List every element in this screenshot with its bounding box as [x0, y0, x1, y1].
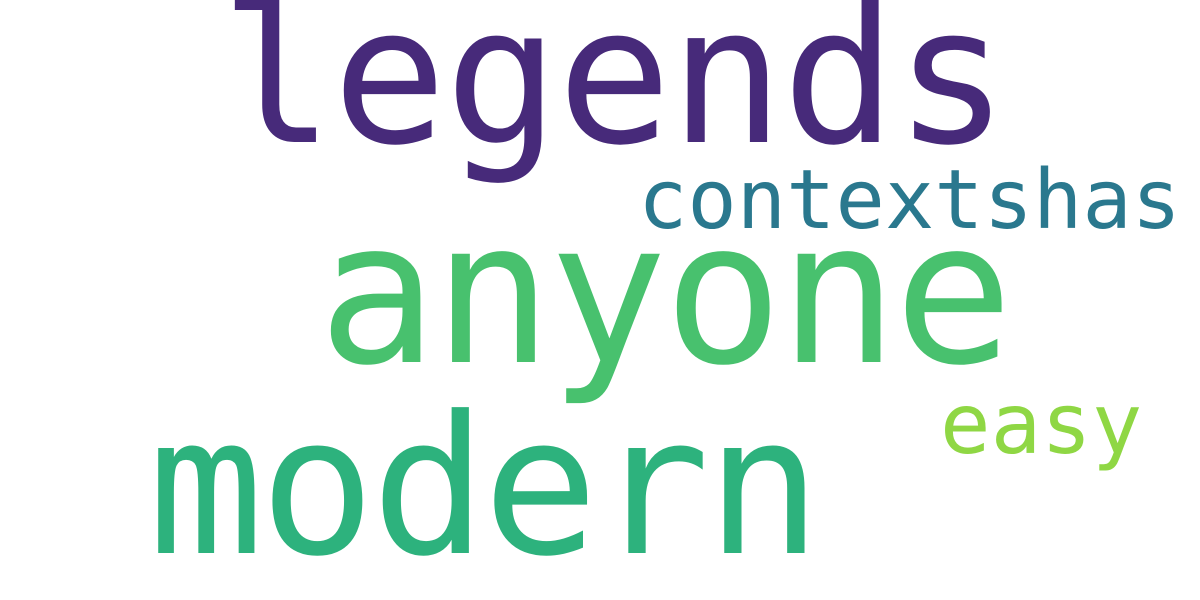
word-modern: modern: [148, 376, 822, 599]
word-contextshas: contextshas: [638, 153, 1182, 248]
word-easy: easy: [940, 375, 1143, 473]
word-anyone: anyone: [318, 178, 1013, 409]
word-legends: legends: [220, 0, 1009, 187]
